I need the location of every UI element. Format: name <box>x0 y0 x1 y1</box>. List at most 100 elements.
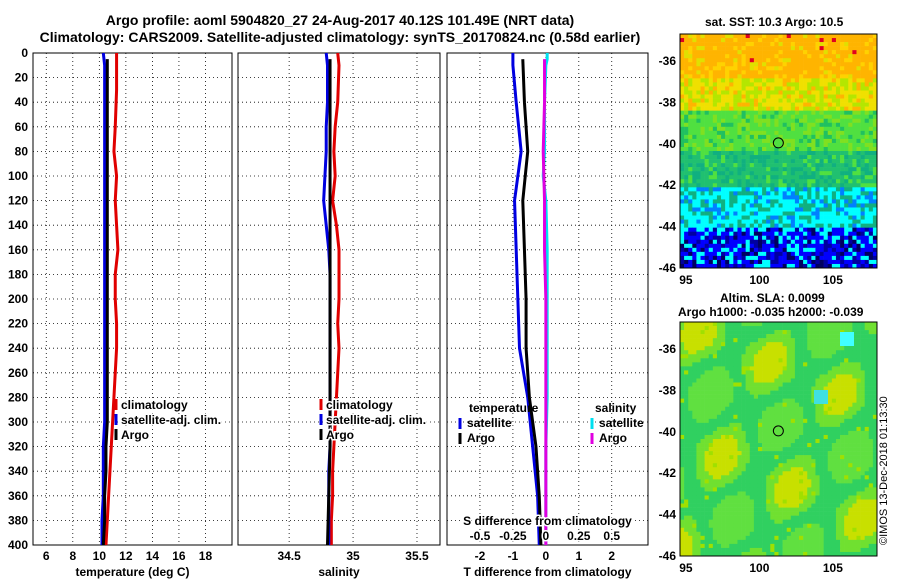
sla-map-cell <box>823 378 829 383</box>
sla-map-cell <box>819 378 824 383</box>
sla-map-cell <box>835 410 841 416</box>
sst-map-cell <box>721 126 726 132</box>
sla-map-cell <box>700 326 705 331</box>
sla-map-cell <box>794 439 800 444</box>
sst-map-cell <box>868 138 874 144</box>
sst-map-cell <box>856 58 861 63</box>
sst-map-cell <box>852 171 857 176</box>
sla-map-cell <box>712 447 718 452</box>
sla-map-cell <box>741 483 746 488</box>
sst-map-cell <box>864 74 870 79</box>
sla-map-cell <box>778 374 783 379</box>
sla-map-cell <box>680 342 685 347</box>
sla-map-cell <box>741 430 746 436</box>
sst-map-cell <box>704 171 710 176</box>
sla-map-cell <box>762 322 767 327</box>
sla-map-cell <box>827 467 833 472</box>
sst-map-cell <box>762 102 767 107</box>
sst-map-cell <box>762 255 767 261</box>
sst-map-cell <box>696 114 701 120</box>
sst-map-cell <box>811 211 816 216</box>
sla-map-cell <box>811 330 816 335</box>
sst-map-cell <box>782 54 788 59</box>
sla-map-cell <box>790 414 796 420</box>
sla-map-cell <box>741 330 746 335</box>
sst-map-cell <box>737 50 742 55</box>
sla-map-cell <box>766 439 771 444</box>
temp-x-axis-label: temperature (deg C) <box>75 565 189 579</box>
sst-map-cell <box>762 38 767 43</box>
sst-map-cell <box>860 251 865 257</box>
sst-map-cell <box>848 98 853 103</box>
sla-map-cell <box>823 362 829 367</box>
sst-map-cell <box>856 146 861 152</box>
sst-map-cell <box>708 122 714 128</box>
sla-map-cell <box>782 330 788 335</box>
sst-map-cell <box>823 90 829 95</box>
sla-map-cell <box>762 382 767 387</box>
sla-map-cell <box>844 322 849 327</box>
sst-map-cell <box>757 118 763 124</box>
sst-map-cell <box>688 78 693 83</box>
sst-map-cell <box>774 183 779 188</box>
sla-map-cell <box>840 451 845 456</box>
sst-map-cell <box>753 163 759 168</box>
sla-map-cell <box>749 394 755 399</box>
sla-map-cell <box>831 426 837 432</box>
sla-map-cell <box>737 471 742 476</box>
sst-map-cell <box>782 38 788 43</box>
sst-map-cell <box>778 171 783 176</box>
sst-map-cell <box>831 151 837 156</box>
sst-map-cell <box>811 235 816 241</box>
sla-map-cell <box>856 386 861 391</box>
sst-map-cell <box>831 235 837 241</box>
sst-map-cell <box>741 142 746 148</box>
sst-map-cell <box>770 243 775 249</box>
sla-map-cell <box>786 410 792 416</box>
sst-map-cell <box>737 247 742 253</box>
sst-map-cell <box>799 195 804 200</box>
sst-map-cell <box>749 138 755 144</box>
sst-map-cell <box>749 82 755 87</box>
sst-map-cell <box>827 122 833 128</box>
sst-map-cell <box>712 215 718 220</box>
sst-map-cell <box>753 227 759 232</box>
sst-map-cell <box>803 163 808 168</box>
sla-map-cell <box>852 463 857 468</box>
sst-map-cell <box>774 54 779 59</box>
sla-map-cell <box>799 443 804 448</box>
sla-map-cell <box>712 398 718 403</box>
sst-map-cell <box>872 122 878 128</box>
sla-map-cell <box>708 483 714 488</box>
sst-map-cell <box>807 179 812 184</box>
sla-map-cell <box>692 414 697 420</box>
sst-map-cell <box>741 151 746 156</box>
sla-map-cell <box>844 475 849 480</box>
sla-map-cell <box>799 426 804 432</box>
sla-map-cell <box>774 410 779 416</box>
sst-map-cell <box>733 175 738 180</box>
sla-map-cell <box>725 382 730 387</box>
sst-map-cell <box>745 151 751 156</box>
sst-map-cell <box>753 151 759 156</box>
sla-map-cell <box>770 326 775 331</box>
sst-map-cell <box>840 106 845 111</box>
sla-map-cell <box>807 346 812 351</box>
diff-temperature-argo-line <box>521 59 543 546</box>
sst-map-cell <box>868 203 874 208</box>
sst-map-cell <box>778 34 783 39</box>
sst-map-cell <box>716 74 722 79</box>
sla-map-cell <box>840 410 845 416</box>
sst-map-cell <box>786 34 792 39</box>
sst-map-cell <box>733 219 738 224</box>
sla-map-cell <box>778 334 783 339</box>
sst-map-cell <box>840 243 845 249</box>
sst-map-cell <box>762 66 767 71</box>
sst-map-cell <box>737 163 742 168</box>
sla-map-cell <box>737 354 742 359</box>
sst-map-cell <box>766 207 771 212</box>
sst-map-cell <box>831 74 837 79</box>
sst-map-cell <box>725 98 730 103</box>
sla-map-cell <box>684 402 689 408</box>
chart-title-line-1: Argo profile: aoml 5904820_27 24-Aug-201… <box>105 12 575 28</box>
